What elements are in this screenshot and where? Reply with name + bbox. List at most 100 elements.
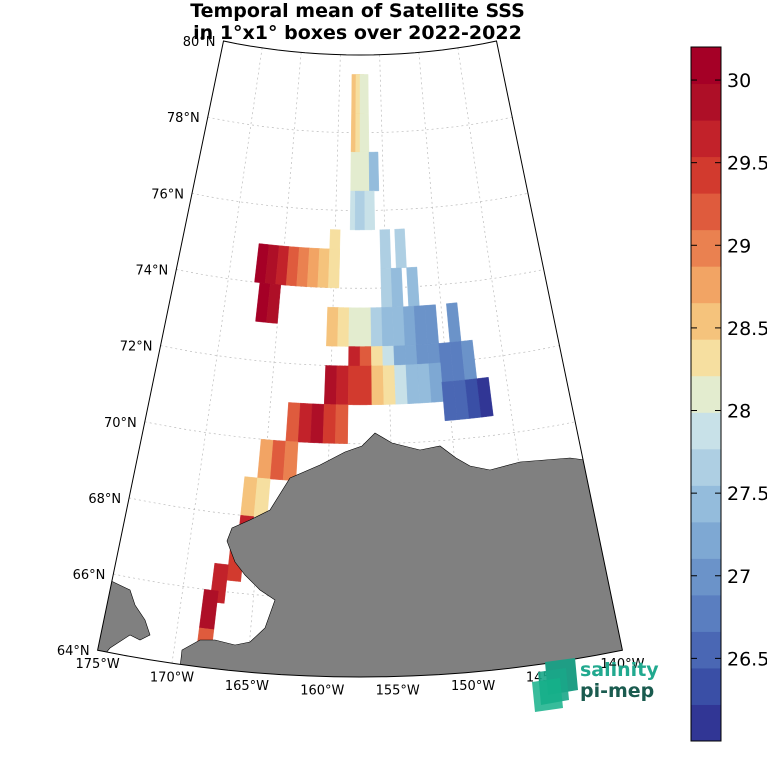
latitude-label: 66°N bbox=[73, 568, 106, 583]
colorbar-tick-label: 27 bbox=[727, 566, 751, 588]
colorbar-segment bbox=[691, 229, 721, 267]
alaska-land bbox=[179, 432, 623, 677]
sss-cell bbox=[381, 306, 394, 347]
longitude-label: 165°W bbox=[225, 679, 269, 694]
sss-cell bbox=[359, 151, 370, 192]
colorbar-tick-label: 29.5 bbox=[727, 153, 767, 175]
latitude-label: 70°N bbox=[104, 416, 137, 431]
sss-cell bbox=[406, 266, 420, 307]
longitude-label: 170°W bbox=[150, 670, 194, 685]
sss-cell bbox=[359, 74, 369, 114]
sss-cell bbox=[428, 362, 444, 403]
colorbar-segment bbox=[691, 339, 721, 377]
longitude-label: 160°W bbox=[300, 684, 344, 699]
sss-cell bbox=[392, 306, 406, 347]
graticule-meridian bbox=[246, 52, 302, 673]
sss-cell bbox=[350, 151, 361, 192]
colorbar-segment bbox=[691, 375, 721, 413]
sss-cell bbox=[394, 228, 407, 269]
latitude-label: 74°N bbox=[136, 264, 169, 279]
sss-cell bbox=[359, 307, 372, 347]
sss-cell bbox=[317, 248, 330, 288]
longitude-label: 140°W bbox=[600, 657, 644, 672]
sss-cell bbox=[476, 376, 494, 418]
latitude-label: 64°N bbox=[57, 644, 90, 659]
colorbar-segment bbox=[691, 412, 721, 450]
colorbar-border bbox=[690, 46, 722, 742]
chart-title-line2: in 1°x1° boxes over 2022-2022 bbox=[193, 22, 522, 44]
sss-cell bbox=[335, 365, 349, 405]
sss-cell bbox=[368, 151, 380, 192]
sss-cell bbox=[337, 307, 350, 347]
colorbar-tick-label: 29 bbox=[727, 235, 751, 257]
sss-cell bbox=[297, 402, 313, 443]
sss-cell bbox=[328, 248, 341, 289]
logo-mark-icon bbox=[532, 658, 578, 712]
colorbar-segment bbox=[691, 156, 721, 194]
colorbar-segment bbox=[691, 558, 721, 596]
sss-cell bbox=[282, 441, 299, 482]
graticule-parallel bbox=[144, 421, 576, 445]
colorbar-tick-label: 28 bbox=[727, 401, 751, 423]
graticule-parallel bbox=[176, 269, 544, 289]
sss-cell bbox=[266, 283, 282, 324]
colorbar bbox=[690, 46, 722, 742]
colorbar-segment bbox=[691, 47, 721, 85]
sss-cell bbox=[379, 229, 392, 269]
colorbar-segment bbox=[691, 120, 721, 158]
sss-cell bbox=[359, 113, 370, 153]
sss-cell bbox=[380, 268, 393, 308]
sss-cell bbox=[199, 589, 219, 630]
map-outline bbox=[97, 40, 623, 678]
sss-cell bbox=[382, 365, 397, 405]
colorbar-segment bbox=[691, 704, 721, 742]
longitude-label: 155°W bbox=[376, 684, 420, 699]
longitude-label: 175°W bbox=[76, 657, 120, 672]
latitude-labels: 80°N 78°N 76°N 74°N 72°N 70°N 68°N 66°N 64°N bbox=[57, 35, 216, 659]
sss-cell bbox=[347, 365, 361, 406]
longitude-label: 150°W bbox=[451, 679, 495, 694]
colorbar-segment bbox=[691, 193, 721, 231]
sss-cells bbox=[194, 74, 494, 669]
sss-cell bbox=[348, 307, 361, 347]
map-border bbox=[97, 40, 623, 678]
latitude-label: 78°N bbox=[167, 111, 200, 126]
sss-cell bbox=[424, 304, 439, 345]
colorbar-tick-label: 26.5 bbox=[727, 648, 767, 670]
colorbar-segment bbox=[691, 521, 721, 559]
salinity-pi-mep-logo: salinity pi-mep bbox=[532, 658, 659, 712]
latitude-label: 72°N bbox=[120, 340, 153, 355]
logo-text-salinity: salinity bbox=[580, 659, 659, 681]
colorbar-tick-label: 30 bbox=[727, 70, 751, 92]
graticule-meridian bbox=[457, 47, 549, 664]
sss-cell bbox=[371, 365, 385, 405]
sss-cell bbox=[306, 247, 320, 288]
sss-cell bbox=[285, 402, 301, 443]
colorbar-segment bbox=[691, 667, 721, 705]
sss-cell bbox=[334, 404, 349, 444]
colorbar-tick-label: 28.5 bbox=[727, 318, 767, 340]
colorbar-segment bbox=[691, 485, 721, 523]
chart-title-line1: Temporal mean of Satellite SSS bbox=[190, 0, 525, 22]
graticule-parallel bbox=[191, 192, 529, 211]
sss-cell bbox=[322, 404, 337, 444]
latitude-label: 76°N bbox=[151, 187, 184, 202]
sss-cell bbox=[394, 364, 408, 405]
colorbar-segment bbox=[691, 302, 721, 340]
colorbar-segment bbox=[691, 594, 721, 632]
sss-cell bbox=[446, 302, 462, 343]
sss-cell bbox=[323, 365, 338, 405]
colorbar-segment bbox=[691, 448, 721, 486]
colorbar-segment bbox=[691, 83, 721, 121]
latitude-label: 80°N bbox=[183, 35, 216, 50]
colorbar-ticks: 30 29.5 29 28.5 28 27.5 27 26.5 bbox=[691, 70, 767, 670]
colorbar-tick-label: 27.5 bbox=[727, 483, 767, 505]
sss-cell bbox=[354, 190, 366, 231]
sss-cell bbox=[370, 307, 383, 347]
graticule-meridian bbox=[171, 47, 263, 664]
latitude-label: 68°N bbox=[88, 492, 121, 507]
sss-cell bbox=[326, 306, 339, 347]
sss-cell bbox=[310, 403, 325, 444]
logo-text-pimep: pi-mep bbox=[580, 680, 654, 702]
